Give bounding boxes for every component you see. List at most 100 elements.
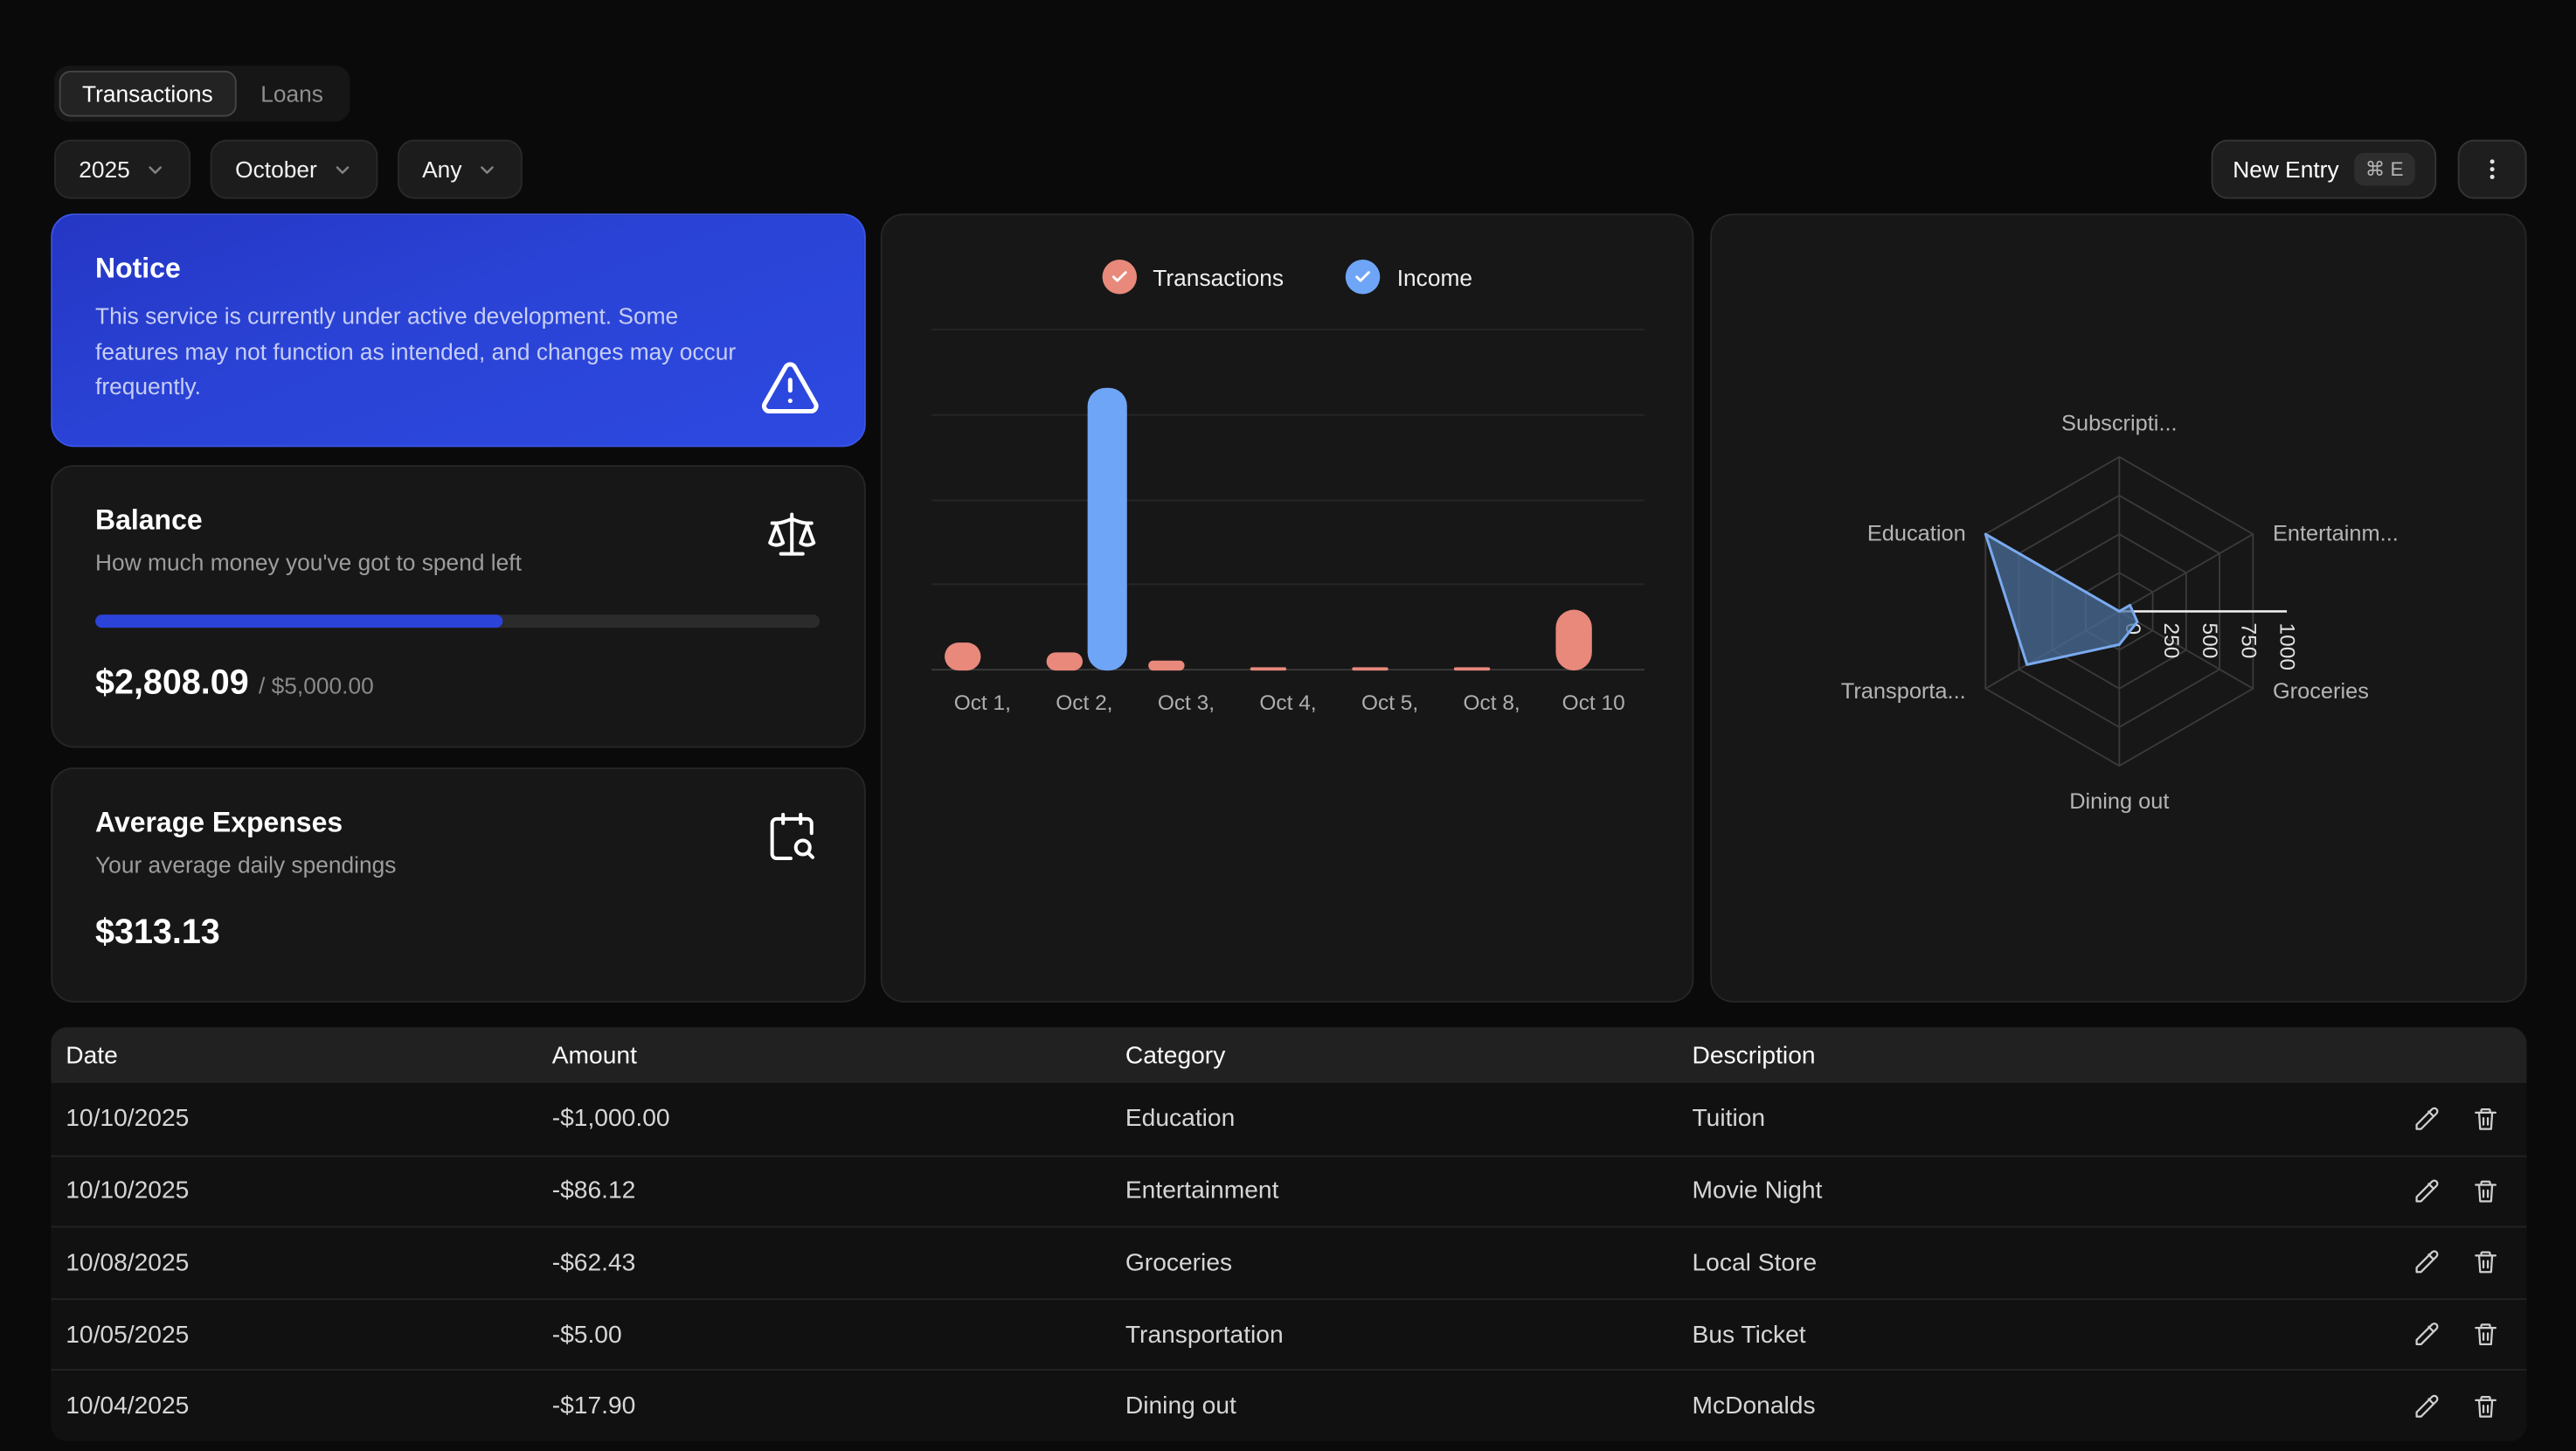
bar-slot (1542, 330, 1645, 671)
tab-transactions[interactable]: Transactions (59, 70, 237, 117)
transactions-legend-dot (1102, 260, 1137, 295)
table-row: 10/08/2025 -$62.43 Groceries Local Store (51, 1225, 2527, 1298)
year-filter-dropdown[interactable]: 2025 (54, 139, 191, 199)
cell-date: 10/10/2025 (66, 1177, 190, 1205)
delete-icon[interactable] (2473, 1106, 2499, 1132)
radar-axis-label: Subscripti... (2061, 412, 2178, 436)
bar-slot (1441, 330, 1543, 671)
type-filter-value: Any (422, 156, 462, 183)
table-header: Date Amount Category Description (51, 1027, 2527, 1083)
delete-icon[interactable] (2473, 1393, 2499, 1420)
table-row: 10/05/2025 -$5.00 Transportation Bus Ticket (51, 1297, 2527, 1370)
radar-axis-label: Dining out (2069, 789, 2169, 814)
year-filter-value: 2025 (79, 156, 130, 183)
table-row: 10/04/2025 -$17.90 Dining out McDonalds (51, 1369, 2527, 1441)
cell-date: 10/10/2025 (66, 1104, 190, 1133)
radar-chart-card: 02505007501000Subscripti...Entertainm...… (1710, 213, 2527, 1003)
balance-subtitle: How much money you've got to spend left (95, 548, 522, 576)
average-expenses-card: Average Expenses Your average daily spen… (51, 767, 866, 1003)
x-axis-label: Oct 4, (1259, 690, 1317, 715)
edit-icon[interactable] (2413, 1322, 2440, 1348)
cell-amount: -$1,000.00 (551, 1104, 670, 1133)
delete-icon[interactable] (2473, 1250, 2499, 1276)
chevron-down-icon (336, 165, 350, 173)
warning-triangle-icon (762, 362, 819, 414)
new-entry-button[interactable]: New Entry ⌘ E (2211, 139, 2437, 199)
radar-axis-label: Education (1867, 522, 1966, 546)
cell-amount: -$86.12 (551, 1177, 636, 1205)
row-actions (2380, 1106, 2511, 1132)
bar-chart-card: Transactions Income Oct 1, Oct 2, Oct 3, Oc… (880, 213, 1694, 1003)
column-header-date: Date (66, 1041, 118, 1070)
notice-card: Notice This service is currently under a… (51, 213, 866, 448)
table-body: 10/10/2025 -$1,000.00 Education Tuition 10/1… (51, 1082, 2527, 1441)
chevron-down-icon (481, 165, 494, 173)
type-filter-dropdown[interactable]: Any (397, 139, 523, 199)
bar-slot (931, 330, 1034, 671)
cell-category: Groceries (1125, 1248, 1233, 1277)
radar-axis-label: Groceries (2273, 679, 2369, 704)
row-actions (2380, 1250, 2511, 1276)
bar-xlabels: Oct 1, Oct 2, Oct 3, Oct 4, Oct 5, Oct 8, Oct … (931, 691, 1645, 715)
bar-plot (931, 329, 1645, 671)
tab-loans[interactable]: Loans (260, 80, 323, 108)
svg-text:250: 250 (2159, 623, 2183, 659)
gridline (931, 498, 1645, 501)
x-axis-label: Oct 10 (1562, 690, 1625, 715)
average-expenses-subtitle: Your average daily spendings (95, 850, 397, 878)
income-legend-dot (1346, 260, 1381, 295)
row-actions (2380, 1178, 2511, 1205)
toolbar-actions: New Entry ⌘ E (2211, 139, 2527, 199)
calendar-search-icon (770, 812, 815, 861)
view-tabs: Transactions Loans (54, 66, 350, 122)
legend-label: Income (1396, 263, 1473, 290)
delete-icon[interactable] (2473, 1178, 2499, 1205)
average-expenses-value: $313.13 (95, 913, 220, 952)
chart-legend: Transactions Income (883, 260, 1693, 295)
column-header-amount: Amount (551, 1041, 637, 1070)
radar-polygon (1984, 532, 2139, 666)
table-row: 10/10/2025 -$1,000.00 Education Tuition (51, 1082, 2527, 1155)
more-options-button[interactable] (2457, 139, 2527, 199)
edit-icon[interactable] (2413, 1250, 2440, 1276)
gridline (931, 413, 1645, 416)
cell-category: Education (1125, 1104, 1236, 1133)
edit-icon[interactable] (2413, 1106, 2440, 1132)
cell-category: Dining out (1125, 1392, 1236, 1420)
cell-description: Bus Ticket (1692, 1320, 1806, 1349)
cell-description: Movie Night (1692, 1177, 1823, 1205)
month-filter-value: October (235, 156, 317, 183)
check-icon (1355, 271, 1371, 282)
cell-date: 10/04/2025 (66, 1392, 190, 1420)
notice-body: This service is currently under active d… (95, 302, 737, 399)
bar-slot (1339, 330, 1441, 671)
cell-description: Tuition (1692, 1104, 1766, 1133)
income-bar (1087, 386, 1127, 671)
radar-axis-label: Transporta... (1841, 679, 1966, 704)
edit-icon[interactable] (2413, 1393, 2440, 1420)
delete-icon[interactable] (2473, 1322, 2499, 1348)
check-icon (1111, 271, 1127, 282)
x-axis-label: Oct 5, (1361, 690, 1419, 715)
month-filter-dropdown[interactable]: October (210, 139, 378, 199)
cell-description: McDonalds (1692, 1392, 1816, 1420)
transactions-bar (1352, 666, 1388, 671)
legend-item-transactions[interactable]: Transactions (1102, 260, 1284, 295)
edit-icon[interactable] (2413, 1178, 2440, 1205)
notice-title: Notice (95, 253, 181, 285)
cell-amount: -$62.43 (551, 1248, 636, 1277)
balance-progress-bar (95, 614, 821, 628)
x-axis-label: Oct 2, (1056, 690, 1113, 715)
cell-category: Transportation (1125, 1320, 1284, 1349)
x-axis-label: Oct 3, (1157, 690, 1215, 715)
bar-slot (1135, 330, 1237, 671)
row-actions (2380, 1322, 2511, 1348)
gridline (931, 329, 1645, 330)
gridline (931, 583, 1645, 586)
transactions-bar (1555, 608, 1592, 671)
column-header-description: Description (1692, 1041, 1816, 1070)
radar-chart: 02505007501000Subscripti...Entertainm...… (1841, 412, 2399, 814)
transactions-bar (1250, 666, 1287, 671)
legend-item-income[interactable]: Income (1346, 260, 1473, 295)
